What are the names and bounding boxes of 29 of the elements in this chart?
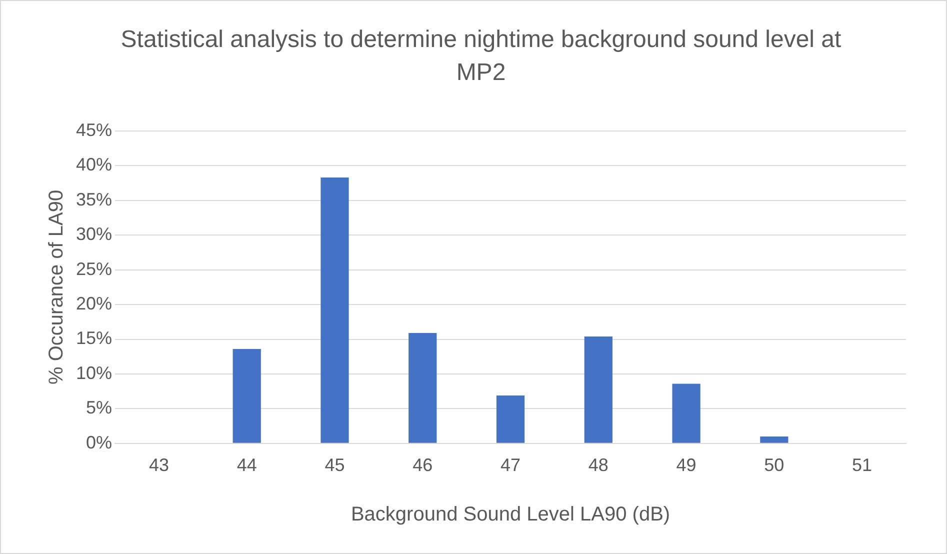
y-tick-label: 30% xyxy=(76,224,112,244)
y-tick-label: 25% xyxy=(76,258,112,279)
y-tick-label: 20% xyxy=(76,294,112,314)
x-tick-label: 46 xyxy=(412,455,433,476)
chart-title: Statistical analysis to determine nightime background sound level at MP2 xyxy=(120,25,842,88)
bar xyxy=(408,333,437,443)
x-tick-label: 50 xyxy=(764,455,784,476)
x-tick-label: 44 xyxy=(236,455,257,476)
x-tick-label: 45 xyxy=(324,455,345,476)
y-axis-title: % Occurance of LA90 xyxy=(46,190,68,384)
x-tick-label: 47 xyxy=(500,455,521,476)
x-axis-title: Background Sound Level LA90 (dB) xyxy=(350,504,670,526)
y-tick-label: 40% xyxy=(76,154,112,175)
x-tick-label: 43 xyxy=(148,455,169,476)
y-tick-label: 0% xyxy=(86,432,112,452)
y-tick-label: 15% xyxy=(76,328,112,348)
y-tick-label: 45% xyxy=(76,120,112,140)
y-tick-label: 10% xyxy=(76,362,112,383)
x-tick-label: 51 xyxy=(852,455,872,476)
bar xyxy=(584,336,612,443)
y-tick-label: 35% xyxy=(76,189,112,210)
y-tick-label: 5% xyxy=(86,398,112,418)
bar xyxy=(232,348,261,443)
x-tick-label: 48 xyxy=(588,455,608,476)
bar xyxy=(760,436,788,443)
bar xyxy=(496,396,525,443)
bar xyxy=(320,178,349,443)
bar xyxy=(672,384,700,443)
x-tick-label: 49 xyxy=(676,455,696,476)
